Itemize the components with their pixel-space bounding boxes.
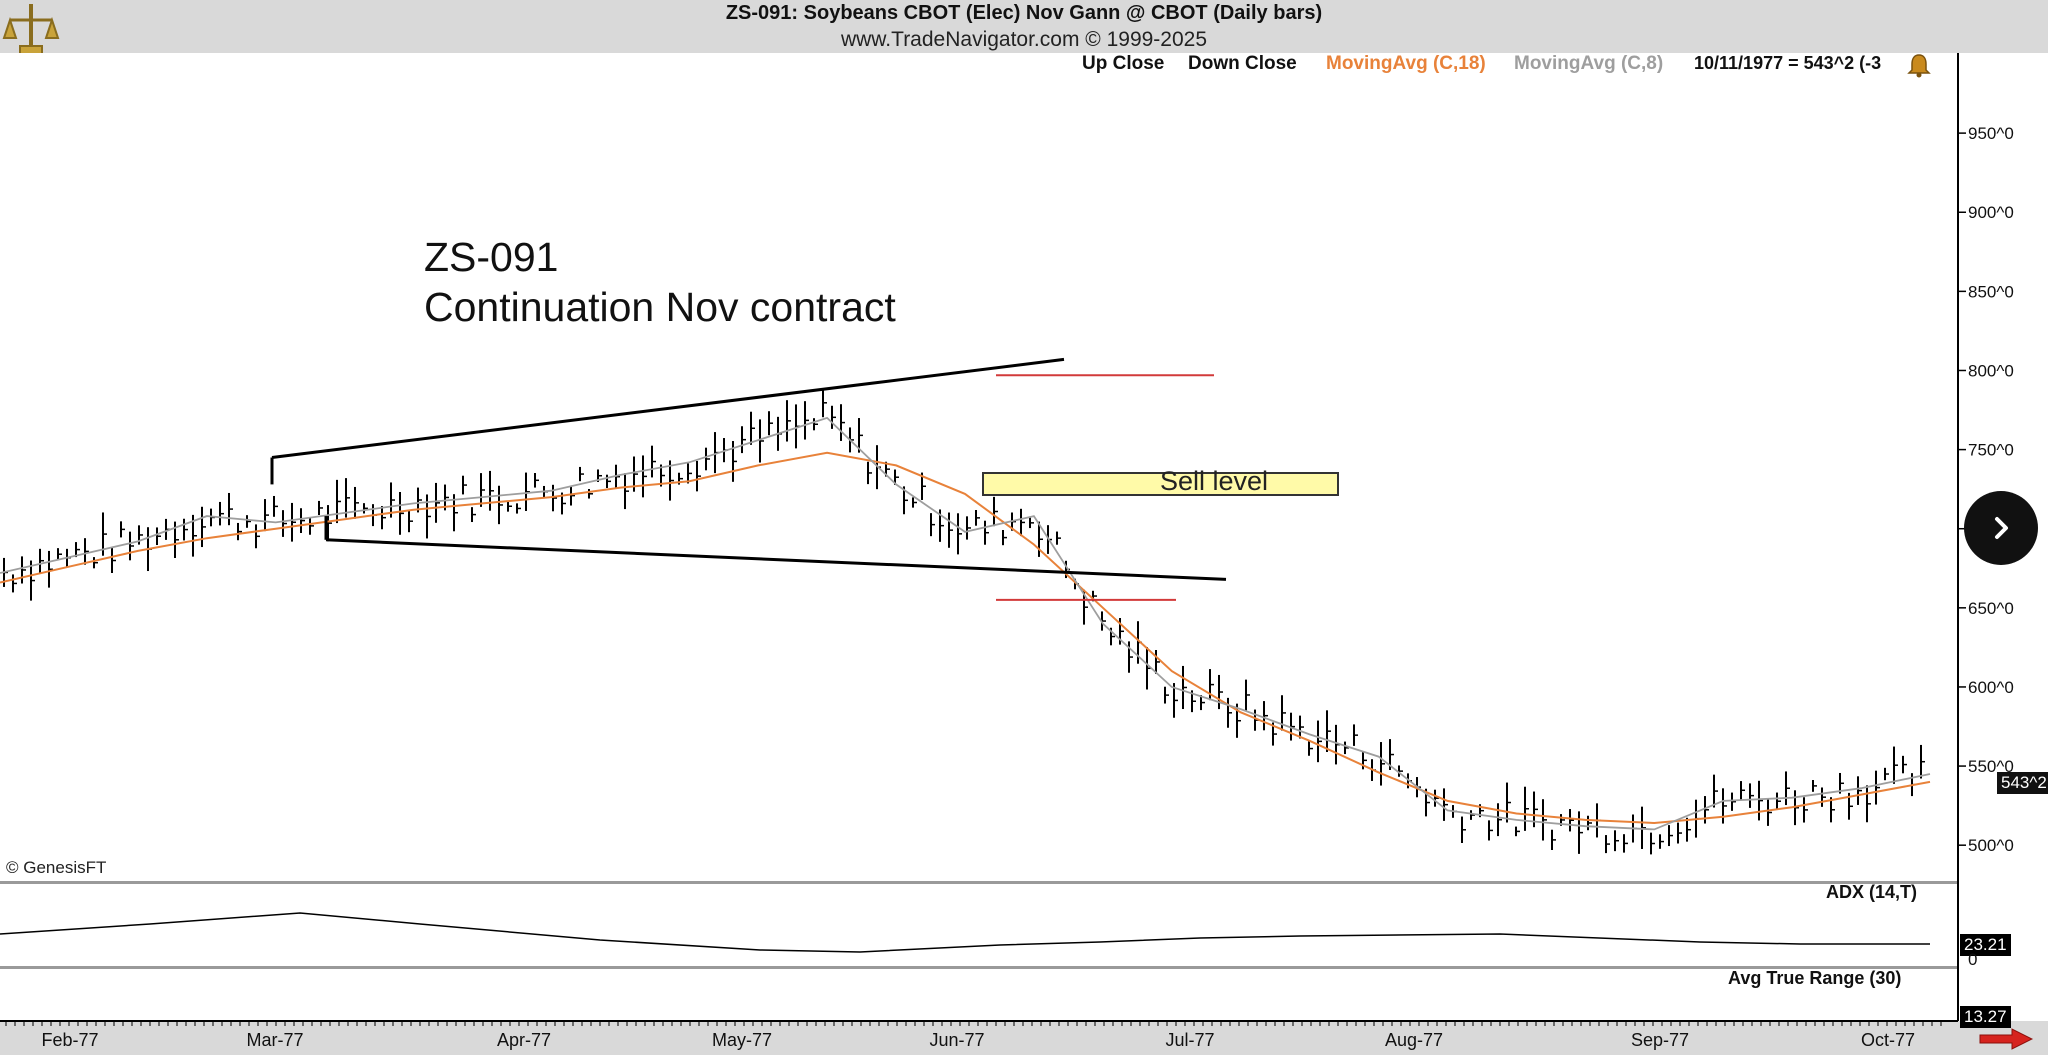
atr-panel[interactable] bbox=[0, 969, 1958, 1021]
chevron-right-icon bbox=[1995, 517, 2008, 539]
annotation-text: ZS-091 Continuation Nov contract bbox=[424, 232, 896, 332]
atr-value-badge: 13.27 bbox=[1960, 1006, 2011, 1028]
x-axis[interactable] bbox=[0, 1021, 2048, 1055]
x-tick-label: Apr-77 bbox=[497, 1030, 551, 1050]
adx-panel[interactable] bbox=[0, 884, 1958, 966]
x-tick-label: Feb-77 bbox=[41, 1030, 98, 1050]
panel-divider bbox=[0, 966, 1958, 969]
legend-last-value: 10/11/1977 = 543^2 (-3 bbox=[1694, 53, 1882, 73]
sell-level-label: Sell level bbox=[1160, 466, 1269, 496]
next-chart-button[interactable] bbox=[1964, 491, 2038, 565]
upper-trendline bbox=[271, 357, 1065, 459]
annotation-line1: ZS-091 bbox=[424, 234, 559, 280]
last-price-badge: 543^2 bbox=[1997, 772, 2048, 794]
x-tick-label: Aug-77 bbox=[1385, 1030, 1443, 1050]
trade-navigator-logo-icon bbox=[2, 4, 60, 55]
x-tick-label: Oct-77 bbox=[1861, 1030, 1915, 1050]
legend-down-close[interactable]: Down Close bbox=[1188, 53, 1297, 74]
scroll-right-arrow-icon[interactable] bbox=[1978, 1028, 2034, 1050]
y-tick-label: 900^0 bbox=[1968, 203, 2014, 222]
copyright-genesisft: © GenesisFT bbox=[6, 858, 107, 877]
annotation-line2: Continuation Nov contract bbox=[424, 284, 896, 330]
legend-ma18[interactable]: MovingAvg (C,18) bbox=[1326, 53, 1486, 74]
chart-subtitle: www.TradeNavigator.com © 1999-2025 bbox=[840, 28, 1208, 51]
alert-bell-icon[interactable] bbox=[1906, 52, 1932, 78]
x-tick-label: Mar-77 bbox=[246, 1030, 303, 1050]
lower-trendline bbox=[325, 538, 1227, 581]
y-tick-label: 550^0 bbox=[1968, 757, 2014, 776]
ma18-line bbox=[0, 451, 1931, 825]
adx-axis-zero: 0 bbox=[1968, 950, 1978, 969]
x-tick-label: Jul-77 bbox=[1165, 1030, 1214, 1050]
panel-divider bbox=[0, 881, 1958, 884]
y-tick-label: 950^0 bbox=[1968, 124, 2014, 143]
adx-value-badge: 23.21 bbox=[1960, 934, 2011, 956]
legend-ma8[interactable]: MovingAvg (C,8) bbox=[1514, 53, 1664, 74]
atr-label: Avg True Range (30) bbox=[1728, 968, 1902, 988]
adx-label: ADX (14,T) bbox=[1826, 882, 1918, 902]
y-tick-label: 650^0 bbox=[1968, 599, 2014, 618]
y-tick-label: 500^0 bbox=[1968, 836, 2014, 855]
x-tick-label: Sep-77 bbox=[1631, 1030, 1689, 1050]
chart-title: ZS-091: Soybeans CBOT (Elec) Nov Gann @ … bbox=[725, 2, 1323, 24]
x-tick-label: May-77 bbox=[712, 1030, 772, 1050]
y-tick-label: 800^0 bbox=[1968, 361, 2014, 380]
y-tick-label: 850^0 bbox=[1968, 282, 2014, 301]
adx-line bbox=[0, 912, 1930, 953]
legend-up-close[interactable]: Up Close bbox=[1082, 53, 1165, 74]
ma8-line bbox=[0, 416, 1931, 831]
y-tick-label: 750^0 bbox=[1968, 441, 2014, 460]
y-tick-label: 600^0 bbox=[1968, 678, 2014, 697]
sell-level-box[interactable] bbox=[982, 472, 1339, 496]
price-panel[interactable] bbox=[0, 53, 1958, 881]
x-tick-label: Jun-77 bbox=[929, 1030, 984, 1050]
